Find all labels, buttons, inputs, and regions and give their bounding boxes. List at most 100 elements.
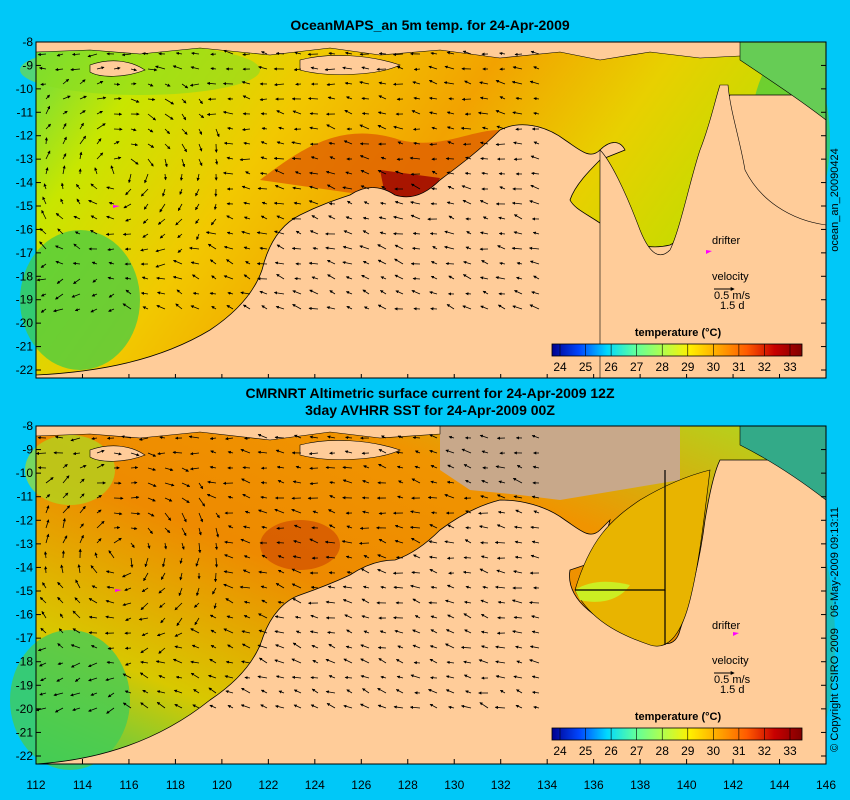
velocity-arrow [275,583,285,589]
velocity-arrow [215,512,220,519]
velocity-arrow [198,158,203,167]
velocity-arrow [310,585,319,590]
velocity-arrow [62,95,71,100]
velocity-arrow [240,448,251,454]
velocity-arrow [241,687,251,694]
velocity-arrow [140,188,149,197]
velocity-arrow [91,293,98,297]
y-tick-label: -19 [16,293,34,307]
velocity-arrow [79,523,84,529]
velocity-arrow [308,200,319,205]
velocity-arrow [56,53,64,57]
velocity-arrow [309,435,319,439]
velocity-arrow [346,306,353,310]
velocity-arrow [479,568,489,574]
velocity-arrow [70,644,81,649]
velocity-arrow [531,690,540,695]
velocity-arrow [412,629,421,634]
velocity-arrow [363,201,370,205]
velocity-arrow [223,275,234,280]
velocity-arrow [477,111,489,115]
velocity-arrow [45,150,51,160]
velocity-arrow [291,246,302,251]
velocity-arrow [343,230,353,235]
velocity-arrow [327,435,336,439]
velocity-arrow [105,570,115,574]
velocity-arrow [446,171,455,175]
velocity-arrow [361,111,370,116]
colorbar-tick-label: 33 [783,360,797,374]
velocity-arrow [227,126,234,131]
velocity-arrow [430,615,438,619]
y-tick-label: -21 [16,725,34,739]
velocity-arrow [260,141,268,145]
velocity-arrow [511,80,523,85]
velocity-arrow [479,276,489,280]
velocity-arrow [276,273,285,280]
bottom-velocity-arrows [35,433,540,714]
velocity-arrow [140,291,149,295]
velocity-arrow [96,509,102,514]
velocity-arrow [147,542,151,550]
top-legend-drifter-marker [706,250,712,254]
velocity-arrow [209,291,217,296]
velocity-arrow [223,141,234,145]
velocity-arrow [260,689,268,694]
velocity-arrow [311,276,319,280]
velocity-arrow [156,291,166,295]
velocity-arrow [162,188,166,197]
velocity-arrow [257,644,268,649]
velocity-arrow [91,585,98,589]
velocity-arrow [465,292,472,296]
velocity-arrow [62,475,70,484]
velocity-arrow [512,66,523,70]
velocity-arrow [130,158,139,165]
velocity-arrow [325,600,336,604]
velocity-arrow [461,448,472,454]
velocity-arrow [346,629,353,634]
velocity-arrow [243,274,251,280]
velocity-arrow [62,110,68,115]
velocity-arrow [325,658,336,664]
velocity-arrow [329,495,336,499]
velocity-arrow [361,598,370,604]
velocity-arrow [242,304,251,310]
velocity-arrow [39,597,47,604]
bottom-gulf-water [574,469,711,647]
velocity-arrow [107,276,115,280]
velocity-arrow [465,246,472,250]
velocity-arrow [88,662,98,668]
velocity-arrow [448,275,455,280]
velocity-arrow [160,617,166,624]
velocity-arrow [227,495,234,499]
velocity-arrow [125,617,132,621]
velocity-arrow [533,510,540,514]
velocity-arrow [394,170,404,175]
velocity-arrow [74,677,81,682]
velocity-arrow [223,49,234,55]
velocity-arrow [54,435,64,439]
velocity-arrow [329,290,336,295]
velocity-arrow [130,68,138,72]
velocity-arrow [141,587,149,593]
velocity-arrow [244,676,251,680]
velocity-arrow [497,600,506,604]
velocity-arrow [429,658,438,664]
velocity-arrow [465,510,472,514]
velocity-arrow [198,527,202,536]
velocity-arrow [429,703,438,709]
velocity-arrow [432,245,438,250]
y-tick-label: -10 [16,466,34,480]
velocity-arrow [292,598,302,604]
velocity-arrow [342,479,353,484]
velocity-arrow [164,467,174,472]
velocity-arrow [495,142,506,147]
velocity-arrow [261,127,268,131]
velocity-arrow [312,659,319,664]
velocity-arrow [360,658,370,664]
x-tick-label: 120 [212,778,232,792]
velocity-arrow [395,555,404,560]
velocity-arrow [277,569,285,574]
velocity-arrow [55,245,64,250]
velocity-arrow [42,196,47,205]
